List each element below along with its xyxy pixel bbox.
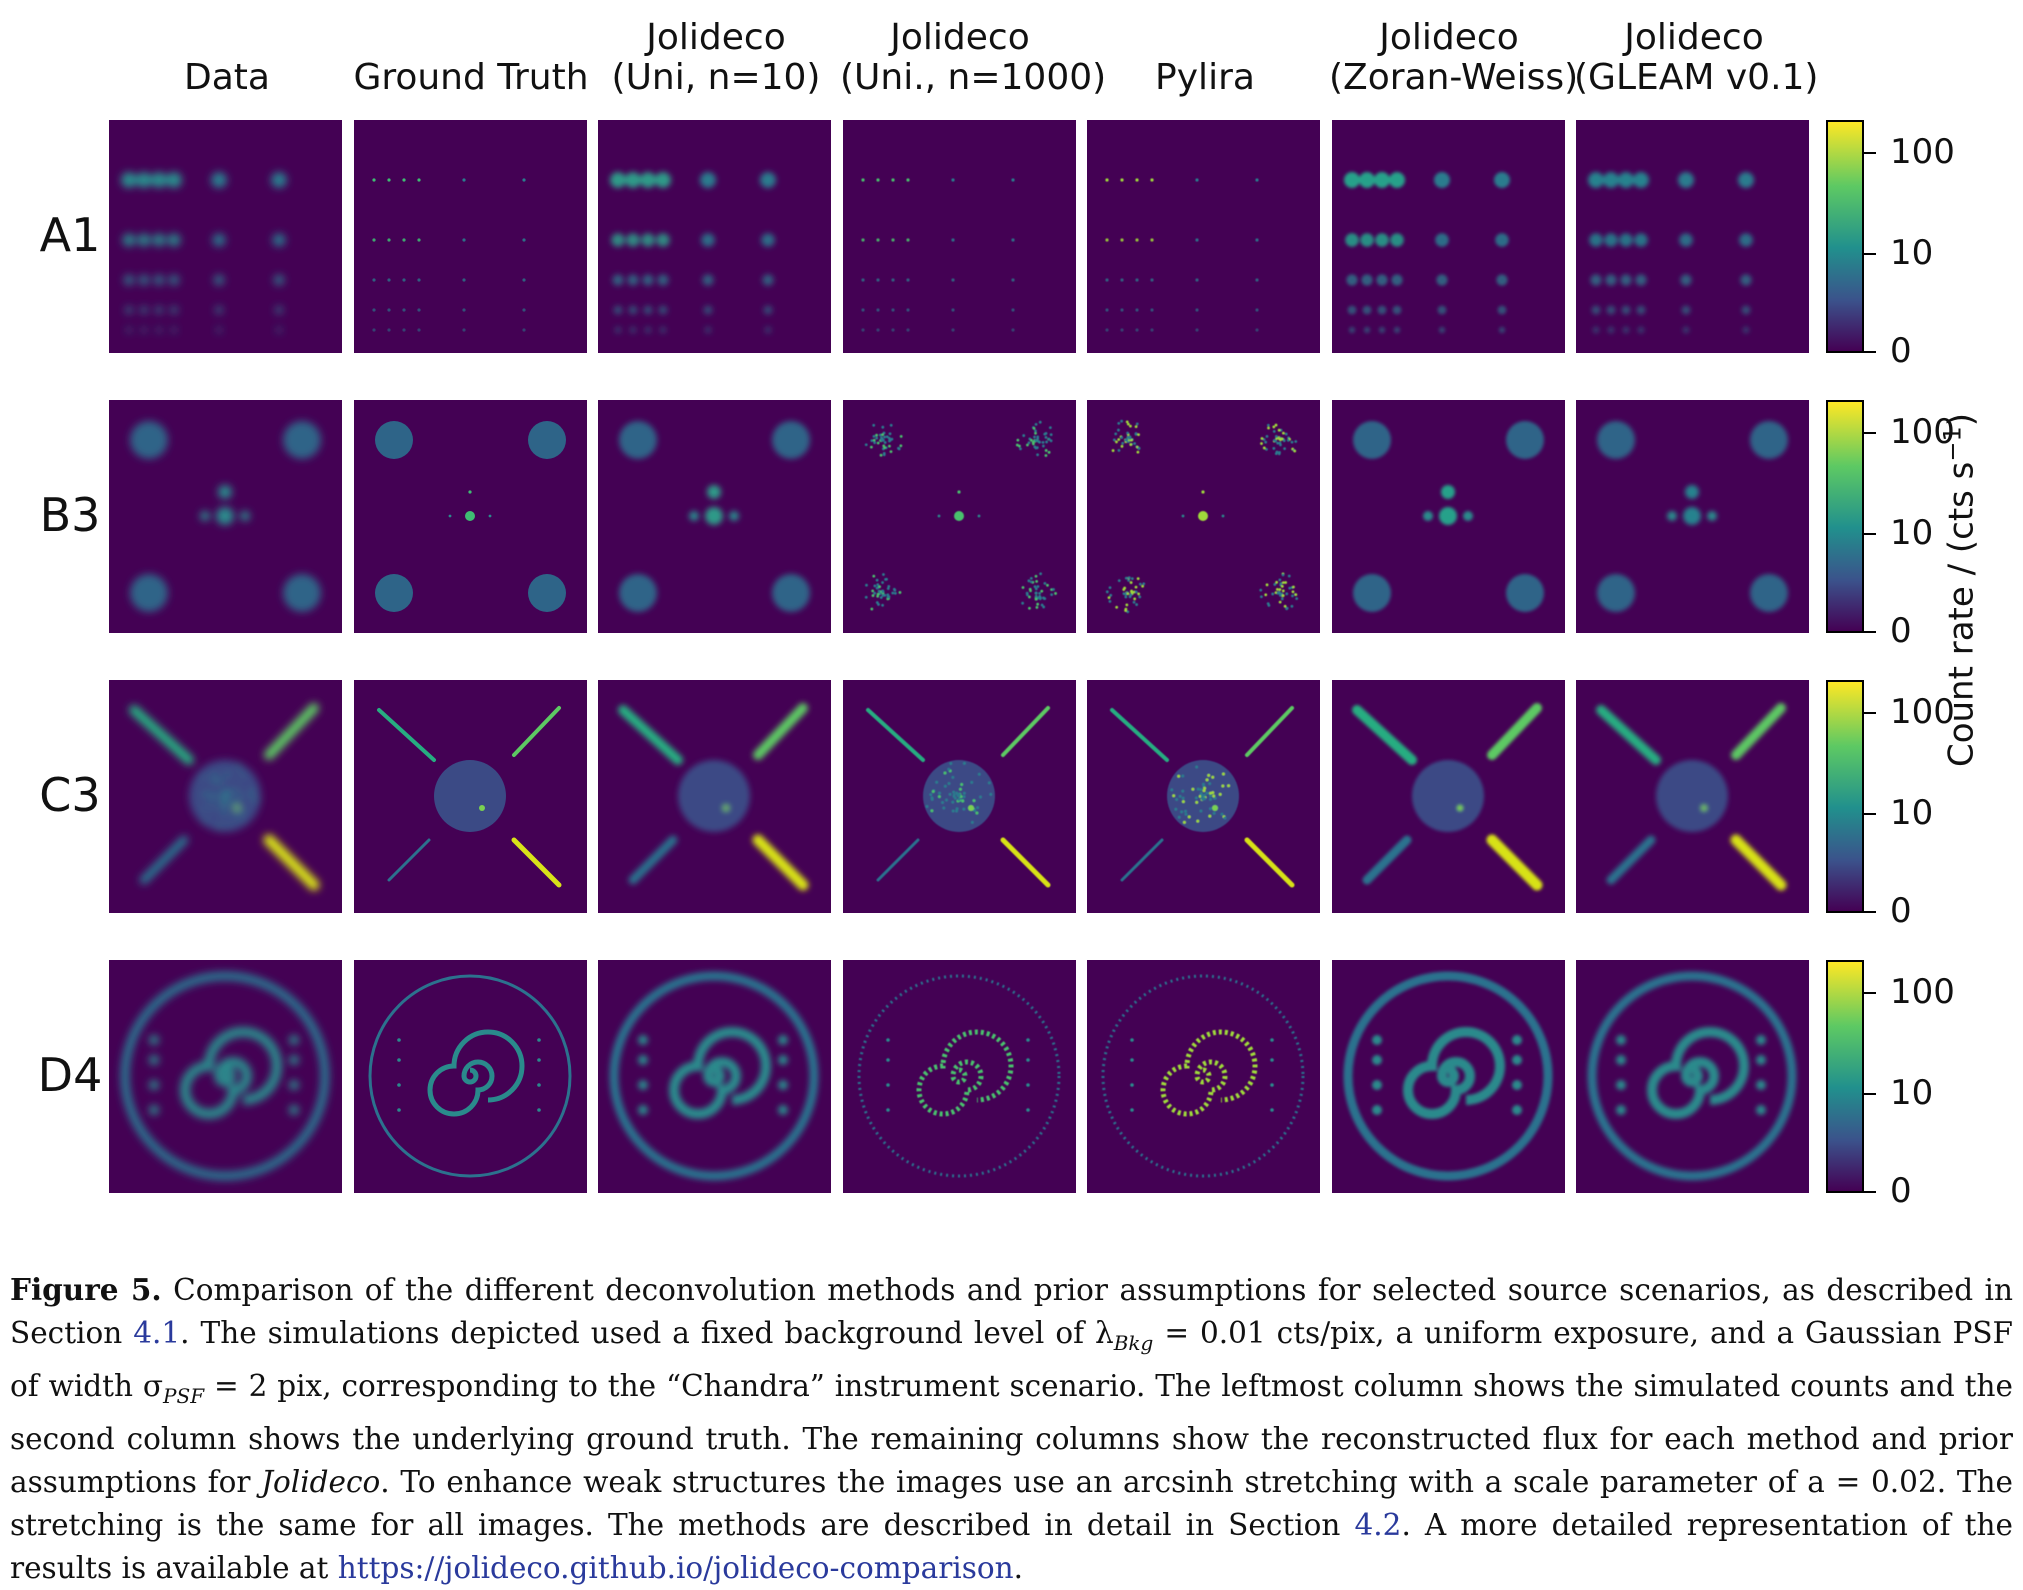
panel-d4-jolideco-zoran-weiss: [1332, 960, 1565, 1193]
panel-d4-ground-truth: [354, 960, 587, 1193]
colorbar-tick: [1864, 992, 1876, 994]
column-title-jolideco-uni-10: Jolideco (Uni, n=10): [611, 17, 821, 98]
colorbar-tick: [1864, 1093, 1876, 1095]
colorbar-tick: [1864, 533, 1876, 535]
panel-b3-pylira: [1087, 400, 1320, 633]
row-label-c3: C3: [39, 768, 101, 822]
colorbar-tick-label: 10: [1890, 513, 1934, 553]
panel-c3-data: [109, 680, 342, 913]
colorbar-tick: [1864, 432, 1876, 434]
panel-b3-jolideco-uni-10: [598, 400, 831, 633]
section-link-4-1[interactable]: 4.1: [133, 1316, 181, 1350]
panel-c3-jolideco-uni-10: [598, 680, 831, 913]
panel-a1-jolideco-zoran-weiss: [1332, 120, 1565, 353]
colorbar-tick-label: 0: [1890, 1171, 1912, 1211]
column-title-ground-truth: Ground Truth: [353, 57, 589, 98]
colorbar-tick-label: 0: [1890, 611, 1912, 651]
panel-c3-jolideco-uni-1000: [843, 680, 1076, 913]
panel-a1-jolideco-uni-1000: [843, 120, 1076, 353]
panel-a1-ground-truth: [354, 120, 587, 353]
column-title-jolideco-gleam: Jolideco (GLEAM v0.1): [1574, 17, 1819, 98]
colorbar-tick-label: 100: [1890, 412, 1955, 452]
colorbar-tick: [1864, 253, 1876, 255]
column-title-data: Data: [184, 57, 270, 98]
colorbar-tick: [1864, 712, 1876, 714]
panel-d4-jolideco-gleam: [1576, 960, 1809, 1193]
panel-c3-jolideco-gleam: [1576, 680, 1809, 913]
row-label-a1: A1: [39, 208, 101, 262]
figure-caption: Figure 5. Comparison of the different de…: [10, 1272, 2013, 1585]
panel-b3-jolideco-uni-1000: [843, 400, 1076, 633]
panel-d4-jolideco-uni-10: [598, 960, 831, 1193]
colorbar-a1: [1826, 120, 1864, 353]
panel-b3-jolideco-zoran-weiss: [1332, 400, 1565, 633]
colorbar-tick-label: 10: [1890, 1073, 1934, 1113]
panel-d4-data: [109, 960, 342, 1193]
column-title-pylira: Pylira: [1155, 57, 1255, 98]
panel-a1-pylira: [1087, 120, 1320, 353]
results-url-link[interactable]: https://jolideco.github.io/jolideco-comp…: [337, 1550, 1014, 1585]
colorbar-tick-label: 100: [1890, 132, 1955, 172]
colorbar-tick: [1864, 152, 1876, 154]
colorbar-tick-label: 10: [1890, 233, 1934, 273]
panel-c3-jolideco-zoran-weiss: [1332, 680, 1565, 913]
panel-d4-pylira: [1087, 960, 1320, 1193]
colorbar-tick: [1864, 351, 1876, 353]
panel-a1-data: [109, 120, 342, 353]
panel-b3-data: [109, 400, 342, 633]
panel-b3-jolideco-gleam: [1576, 400, 1809, 633]
colorbar-tick: [1864, 631, 1876, 633]
colorbar-tick-label: 100: [1890, 972, 1955, 1012]
panel-c3-pylira: [1087, 680, 1320, 913]
colorbar-c3: [1826, 680, 1864, 913]
column-title-jolideco-uni-1000: Jolideco (Uni., n=1000): [840, 17, 1107, 98]
panel-c3-ground-truth: [354, 680, 587, 913]
panel-a1-jolideco-gleam: [1576, 120, 1809, 353]
colorbar-b3: [1826, 400, 1864, 633]
column-title-jolideco-zoran-weiss: Jolideco (Zoran-Weiss): [1329, 17, 1579, 98]
colorbar-d4: [1826, 960, 1864, 1193]
colorbar-tick: [1864, 813, 1876, 815]
colorbar-label: Count rate / (cts s−1): [1938, 412, 1982, 768]
panel-b3-ground-truth: [354, 400, 587, 633]
colorbar-tick-label: 10: [1890, 793, 1934, 833]
row-label-b3: B3: [39, 488, 101, 542]
colorbar-tick-label: 0: [1890, 891, 1912, 931]
colorbar-tick: [1864, 911, 1876, 913]
colorbar-tick-label: 100: [1890, 692, 1955, 732]
row-label-d4: D4: [37, 1048, 103, 1102]
colorbar-tick: [1864, 1191, 1876, 1193]
panel-d4-jolideco-uni-1000: [843, 960, 1076, 1193]
panel-a1-jolideco-uni-10: [598, 120, 831, 353]
figure-5: Data Ground Truth Jolideco (Uni, n=10) J…: [37, 17, 1982, 1211]
colorbar-tick-label: 0: [1890, 331, 1912, 371]
section-link-4-2[interactable]: 4.2: [1354, 1507, 1402, 1542]
caption-label: Figure 5.: [10, 1272, 162, 1307]
